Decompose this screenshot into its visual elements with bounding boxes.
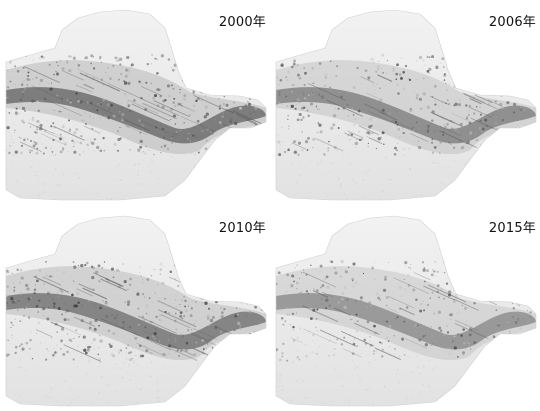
map-panel-2000: 2000年 [0,0,270,205]
map-panel-2015: 2015年 [270,206,540,411]
dark-ridge [276,87,536,144]
dark-ridge [6,293,266,350]
region-boundary [275,9,537,201]
region-boundary [275,215,537,407]
map-panel-2010: 2010年 [0,206,270,411]
region-boundary [5,9,267,201]
map-panel-2006: 2006年 [270,0,540,205]
terrain-map-2010 [5,215,267,407]
terrain-layer [6,10,266,200]
terrain-map-2006 [275,9,537,201]
year-label-2010: 2010年 [218,221,266,236]
terrain-map-2000 [5,9,267,201]
terrain-layer [6,216,266,406]
terrain-map-2015 [275,215,537,407]
mountain-band [276,266,536,361]
year-label-2000: 2000年 [218,15,266,30]
mountain-band [276,60,536,155]
year-label-2006: 2006年 [488,15,536,30]
region-boundary [5,215,267,407]
year-label-2015: 2015年 [488,221,536,236]
terrain-layer [276,216,536,406]
terrain-layer [276,10,536,200]
